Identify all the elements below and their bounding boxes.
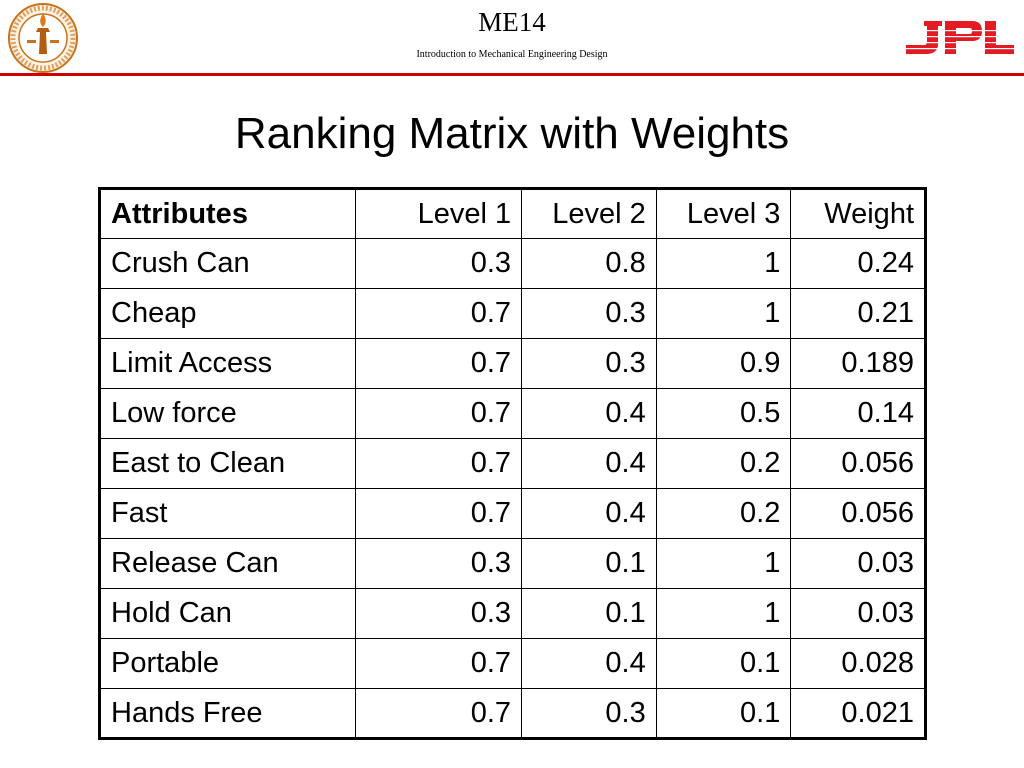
table-row: Portable 0.7 0.4 0.1 0.028 [99, 638, 926, 689]
level-3-cell: 0.1 [655, 638, 792, 689]
level-3-cell: 0.5 [655, 388, 792, 439]
attribute-cell: Hold Can [99, 588, 356, 639]
level-3-cell: 1 [655, 238, 792, 289]
level-3-cell: 1 [655, 538, 792, 589]
level-3-cell: 1 [655, 588, 792, 639]
level-1-cell: 0.7 [354, 638, 523, 689]
level-2-cell: 0.4 [521, 638, 657, 689]
level-2-cell: 0.3 [521, 338, 657, 389]
course-title: ME14 [478, 7, 546, 37]
table-row: Fast 0.7 0.4 0.2 0.056 [99, 488, 926, 539]
weight-cell: 0.21 [790, 288, 926, 339]
weight-cell: 0.189 [790, 338, 926, 389]
table-row: Limit Access 0.7 0.3 0.9 0.189 [99, 338, 926, 389]
level-2-cell: 0.4 [521, 488, 657, 539]
level-1-cell: 0.7 [354, 438, 523, 489]
level-1-cell: 0.7 [354, 338, 523, 389]
table-row: Crush Can 0.3 0.8 1 0.24 [99, 238, 926, 289]
table-row: Cheap 0.7 0.3 1 0.21 [99, 288, 926, 339]
table-body: Crush Can 0.3 0.8 1 0.24 Cheap 0.7 0.3 1… [99, 238, 926, 739]
caltech-seal-icon [8, 3, 78, 73]
level-2-cell: 0.4 [521, 388, 657, 439]
table-row: East to Clean 0.7 0.4 0.2 0.056 [99, 438, 926, 489]
level-3-cell: 0.2 [655, 438, 792, 489]
level-1-cell: 0.7 [354, 388, 523, 439]
attribute-cell: Release Can [99, 538, 356, 589]
weight-cell: 0.03 [790, 588, 926, 639]
column-header-level-1: Level 1 [354, 188, 523, 239]
level-2-cell: 0.4 [521, 438, 657, 489]
attribute-cell: Cheap [99, 288, 356, 339]
table-header: Attributes Level 1 Level 2 Level 3 Weigh… [99, 188, 926, 239]
table-row: Hold Can 0.3 0.1 1 0.03 [99, 588, 926, 639]
weight-cell: 0.03 [790, 538, 926, 589]
level-3-cell: 1 [655, 288, 792, 339]
weight-cell: 0.14 [790, 388, 926, 439]
level-1-cell: 0.7 [354, 688, 523, 739]
level-1-cell: 0.7 [354, 288, 523, 339]
attribute-cell: East to Clean [99, 438, 356, 489]
attribute-cell: Hands Free [99, 688, 356, 739]
weight-cell: 0.021 [790, 688, 926, 739]
level-1-cell: 0.7 [354, 488, 523, 539]
level-1-cell: 0.3 [354, 238, 523, 289]
attribute-cell: Crush Can [99, 238, 356, 289]
table-row: Release Can 0.3 0.1 1 0.03 [99, 538, 926, 589]
table-row: Hands Free 0.7 0.3 0.1 0.021 [99, 688, 926, 739]
column-header-level-2: Level 2 [521, 188, 657, 239]
level-2-cell: 0.1 [521, 588, 657, 639]
column-header-attributes: Attributes [99, 188, 356, 239]
attribute-cell: Limit Access [99, 338, 356, 389]
table-row: Low force 0.7 0.4 0.5 0.14 [99, 388, 926, 439]
course-subtitle: Introduction to Mechanical Engineering D… [416, 49, 608, 60]
table-header-row: Attributes Level 1 Level 2 Level 3 Weigh… [99, 188, 926, 239]
level-3-cell: 0.1 [655, 688, 792, 739]
level-2-cell: 0.8 [521, 238, 657, 289]
level-2-cell: 0.3 [521, 688, 657, 739]
weight-cell: 0.028 [790, 638, 926, 689]
level-3-cell: 0.2 [655, 488, 792, 539]
level-3-cell: 0.9 [655, 338, 792, 389]
level-1-cell: 0.3 [354, 538, 523, 589]
weight-cell: 0.056 [790, 438, 926, 489]
level-2-cell: 0.1 [521, 538, 657, 589]
attribute-cell: Fast [99, 488, 356, 539]
attribute-cell: Portable [99, 638, 356, 689]
column-header-weight: Weight [790, 188, 926, 239]
jpl-logo-icon [902, 21, 1016, 54]
column-header-level-3: Level 3 [655, 188, 792, 239]
attribute-cell: Low force [99, 388, 356, 439]
weight-cell: 0.24 [790, 238, 926, 289]
header-rule [0, 73, 1024, 76]
weight-cell: 0.056 [790, 488, 926, 539]
level-2-cell: 0.3 [521, 288, 657, 339]
slide-title: Ranking Matrix with Weights [234, 109, 790, 158]
ranking-matrix-table: Attributes Level 1 Level 2 Level 3 Weigh… [98, 187, 927, 740]
level-1-cell: 0.3 [354, 588, 523, 639]
